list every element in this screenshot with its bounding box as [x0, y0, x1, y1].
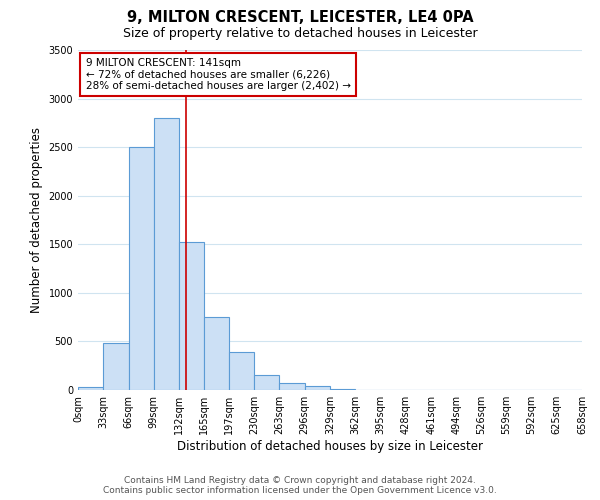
- Bar: [205, 317, 229, 390]
- X-axis label: Distribution of detached houses by size in Leicester: Distribution of detached houses by size …: [177, 440, 483, 453]
- Text: Size of property relative to detached houses in Leicester: Size of property relative to detached ho…: [122, 28, 478, 40]
- Bar: [154, 118, 179, 390]
- Bar: [179, 242, 205, 390]
- Text: Contains HM Land Registry data © Crown copyright and database right 2024.
Contai: Contains HM Land Registry data © Crown c…: [103, 476, 497, 495]
- Bar: [305, 386, 330, 390]
- Bar: [78, 387, 103, 390]
- Bar: [330, 389, 355, 390]
- Bar: [128, 147, 154, 390]
- Bar: [254, 376, 280, 390]
- Y-axis label: Number of detached properties: Number of detached properties: [30, 127, 43, 313]
- Bar: [280, 383, 305, 390]
- Text: 9, MILTON CRESCENT, LEICESTER, LE4 0PA: 9, MILTON CRESCENT, LEICESTER, LE4 0PA: [127, 10, 473, 25]
- Bar: [229, 352, 254, 390]
- Bar: [103, 344, 128, 390]
- Text: 9 MILTON CRESCENT: 141sqm
← 72% of detached houses are smaller (6,226)
28% of se: 9 MILTON CRESCENT: 141sqm ← 72% of detac…: [86, 58, 350, 91]
